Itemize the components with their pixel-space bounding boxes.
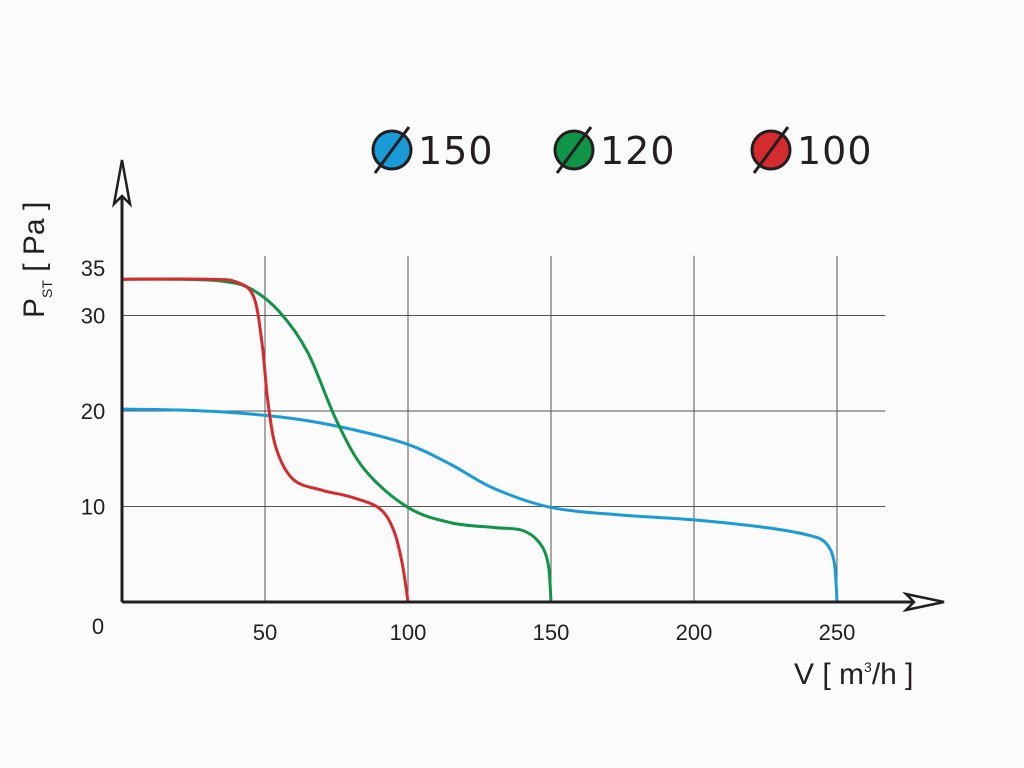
legend-diameter-slash: [373, 126, 411, 174]
y-axis-title-main: P: [18, 298, 51, 318]
axes: [112, 159, 945, 613]
y-tick-label: 20: [81, 399, 105, 424]
y-tick-label: 35: [81, 256, 105, 281]
legend-label-100: 100: [797, 129, 873, 173]
legend: 150 120 100: [371, 126, 873, 174]
x-axis-title: V [ m3/h ]: [794, 658, 914, 691]
x-tick-label: 0: [92, 614, 104, 639]
series-group: [120, 277, 839, 604]
legend-label-120: 120: [600, 129, 676, 173]
y-axis-title-tail: [ Pa ]: [18, 202, 51, 280]
series-line-150: [120, 407, 839, 604]
x-tick-label: 150: [533, 620, 570, 645]
x-tick-label: 50: [253, 620, 277, 645]
x-tick-label: 250: [819, 620, 856, 645]
y-tick-label: 10: [81, 495, 105, 520]
x-axis-title-tail: /h ]: [872, 658, 914, 691]
legend-diameter-slash: [555, 126, 593, 174]
x-axis-arrow: [902, 591, 945, 613]
y-axis-arrow: [112, 159, 132, 208]
grid: [122, 255, 885, 602]
series-line-120: [120, 277, 553, 604]
legend-label-150: 150: [418, 129, 494, 173]
y-tick-label: 30: [81, 304, 105, 329]
legend-diameter-slash: [752, 126, 790, 174]
y-axis-title: PST [ Pa ]: [18, 202, 55, 318]
series-line-100: [120, 277, 410, 604]
y-tick-labels: 10 20 30 35: [81, 256, 105, 520]
x-tick-label: 200: [676, 620, 713, 645]
x-axis-title-sup: 3: [864, 659, 872, 675]
x-tick-labels: 0 50 100 150 200 250: [92, 614, 855, 645]
y-axis-title-sub: ST: [39, 280, 55, 298]
x-axis-title-main: V [ m: [794, 658, 864, 691]
x-tick-label: 100: [390, 620, 427, 645]
